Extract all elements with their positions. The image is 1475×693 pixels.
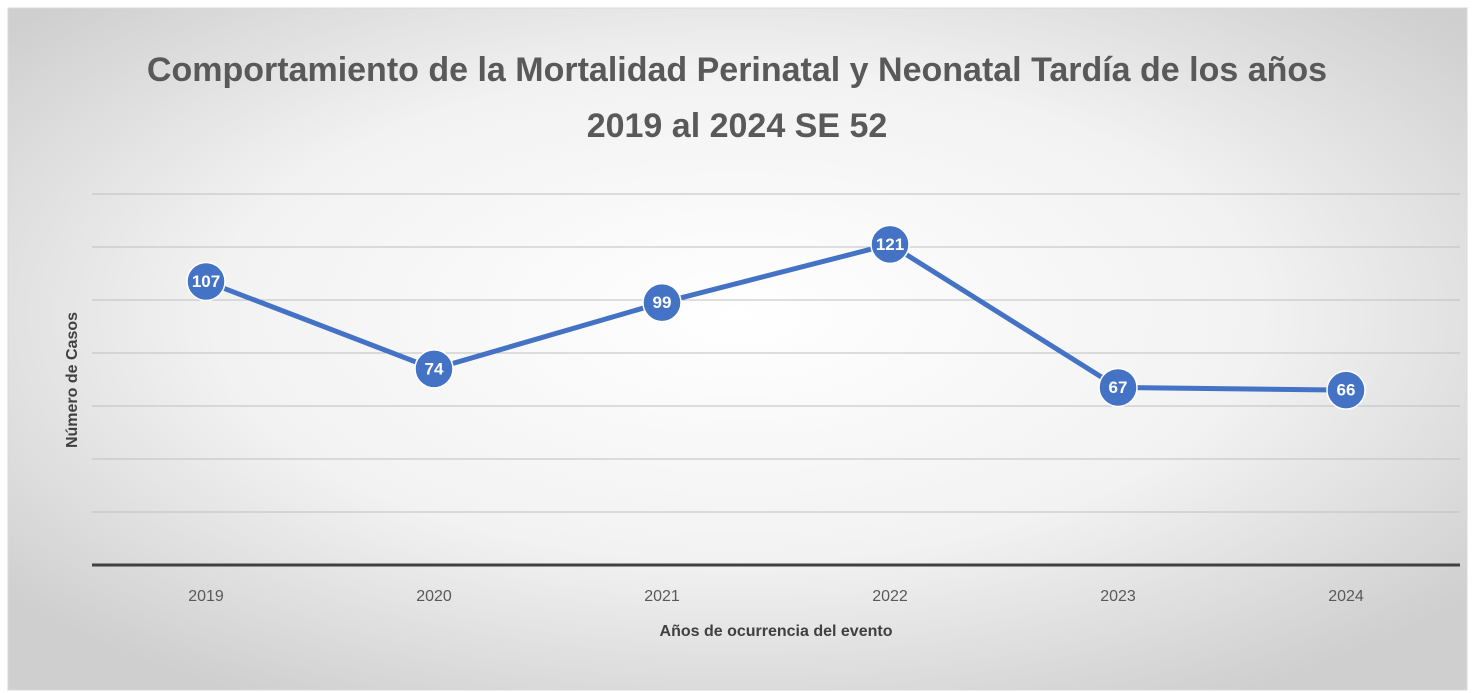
line-series bbox=[205, 241, 1347, 393]
data-label: 66 bbox=[1337, 381, 1356, 400]
x-tick-label: 2019 bbox=[188, 588, 224, 605]
marker bbox=[414, 349, 454, 389]
x-tick-label: 2022 bbox=[872, 588, 908, 605]
x-axis-title: Años de ocurrencia del evento bbox=[660, 623, 893, 640]
data-label: 107 bbox=[192, 272, 220, 291]
data-label: 121 bbox=[876, 235, 904, 254]
marker bbox=[870, 224, 910, 265]
y-axis-title: Número de Casos bbox=[64, 312, 81, 448]
chart-title: Comportamiento de la Mortalidad Perinata… bbox=[146, 51, 1328, 145]
x-tick-label: 2020 bbox=[416, 588, 452, 605]
marker bbox=[186, 261, 226, 302]
x-tick-label: 2021 bbox=[644, 588, 680, 605]
marker bbox=[642, 282, 682, 323]
chart-background bbox=[7, 7, 1468, 691]
data-label: 67 bbox=[1109, 378, 1128, 397]
data-label: 99 bbox=[653, 293, 672, 312]
x-tick-label: 2023 bbox=[1100, 588, 1136, 605]
marker bbox=[1098, 367, 1138, 408]
marker bbox=[1326, 370, 1366, 410]
data-label: 74 bbox=[425, 359, 444, 378]
x-tick-label: 2024 bbox=[1328, 588, 1364, 605]
